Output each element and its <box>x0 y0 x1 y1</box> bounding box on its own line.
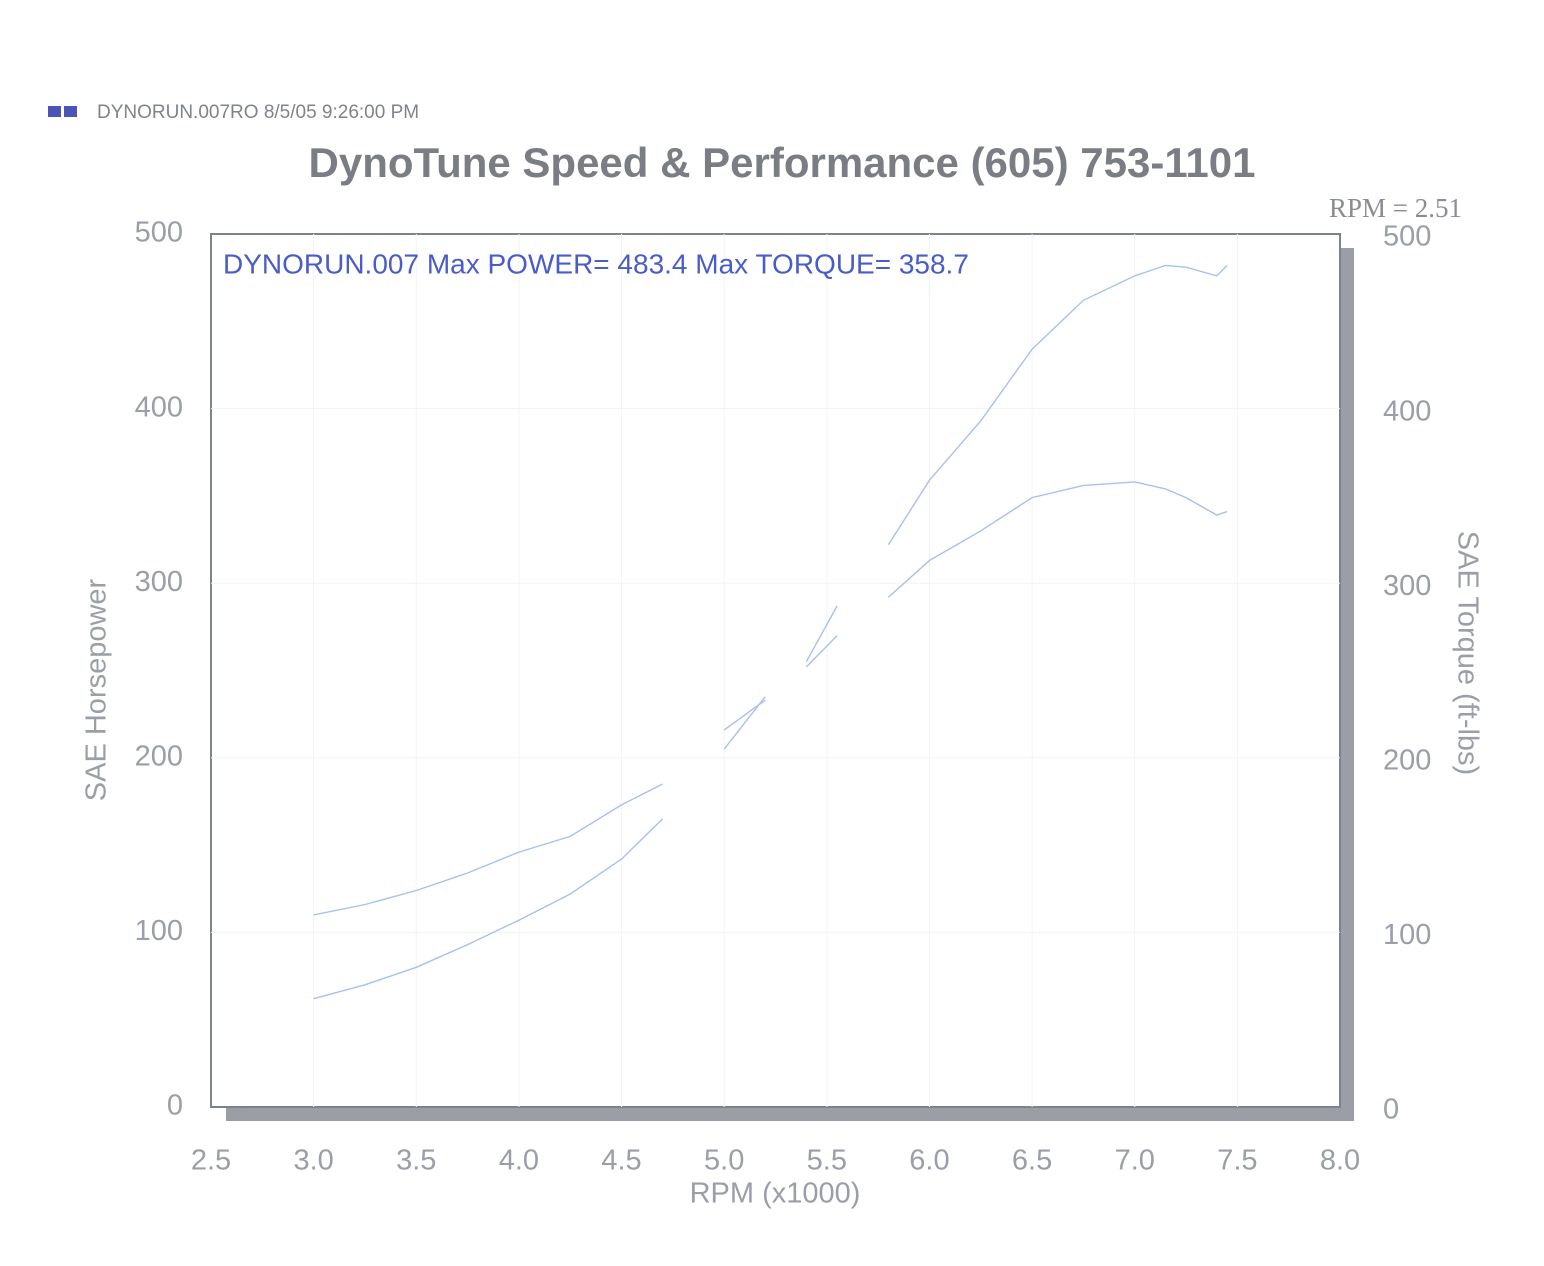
legend-swatch <box>48 106 61 117</box>
x-tick-label: 4.0 <box>499 1145 539 1177</box>
series-line <box>313 481 1228 916</box>
x-tick-label: 7.0 <box>1115 1145 1155 1177</box>
annotation: DYNORUN.007 Max POWER= 483.4 Max TORQUE=… <box>223 248 969 279</box>
x-tick-label: 6.5 <box>1012 1145 1052 1177</box>
header: DYNORUN.007RO 8/5/05 9:26:00 PM <box>97 102 419 123</box>
chart-title: DynoTune Speed & Performance (605) 753-1… <box>309 139 1256 186</box>
y-axis-label: SAE Horsepower <box>81 578 113 801</box>
x-axis-label: RPM (x1000) <box>690 1178 861 1210</box>
legend-swatch <box>64 106 77 117</box>
y-tick-label: 300 <box>135 566 183 598</box>
shadow-bottom <box>226 1107 1354 1121</box>
shadow-right <box>1340 248 1354 1121</box>
y2-tick-label: 500 <box>1383 221 1431 253</box>
x-tick-label: 7.5 <box>1217 1145 1257 1177</box>
x-tick-label: 4.5 <box>601 1145 641 1177</box>
y-tick-label: 400 <box>135 391 183 423</box>
y-tick-label: 0 <box>167 1090 183 1122</box>
y-tick-label: 200 <box>135 740 183 772</box>
plot-frame <box>210 233 1341 1108</box>
x-tick-label: 3.0 <box>293 1145 333 1177</box>
x-tick-label: 5.0 <box>704 1145 744 1177</box>
y2-tick-label: 0 <box>1383 1094 1399 1126</box>
y2-tick-label: 200 <box>1383 744 1431 776</box>
x-tick-label: 5.5 <box>807 1145 847 1177</box>
x-tick-label: 3.5 <box>396 1145 436 1177</box>
corner-note: RPM = 2.51 <box>1329 193 1462 223</box>
x-tick-label: 6.0 <box>909 1145 949 1177</box>
y2-axis-label: SAE Torque (ft-lbs) <box>1451 531 1483 775</box>
x-tick-label: 8.0 <box>1320 1145 1360 1177</box>
x-tick-label: 2.5 <box>191 1145 231 1177</box>
y2-tick-label: 100 <box>1383 919 1431 951</box>
series-line <box>313 264 1228 1000</box>
y2-tick-label: 300 <box>1383 570 1431 602</box>
y2-tick-label: 400 <box>1383 395 1431 427</box>
y-tick-label: 500 <box>135 217 183 249</box>
y-tick-label: 100 <box>135 915 183 947</box>
